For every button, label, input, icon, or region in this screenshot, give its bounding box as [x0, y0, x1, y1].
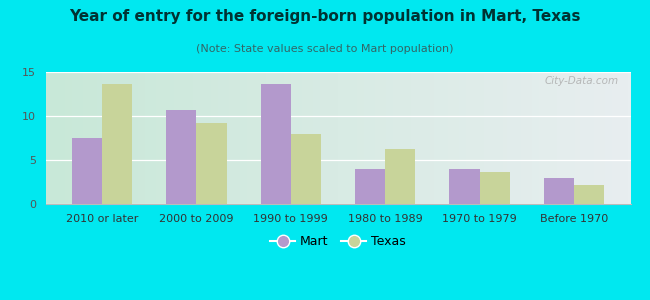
- Bar: [196, 123, 227, 204]
- Bar: [166, 110, 196, 204]
- Bar: [261, 84, 291, 204]
- Text: Year of entry for the foreign-born population in Mart, Texas: Year of entry for the foreign-born popul…: [70, 9, 580, 24]
- Bar: [543, 178, 574, 204]
- Bar: [355, 169, 385, 204]
- Bar: [449, 169, 480, 204]
- Text: City-Data.com: City-Data.com: [545, 76, 619, 86]
- Bar: [480, 172, 510, 204]
- Legend: Mart, Texas: Mart, Texas: [265, 230, 411, 253]
- Bar: [291, 134, 321, 204]
- Bar: [574, 184, 604, 204]
- Bar: [72, 138, 102, 204]
- Bar: [102, 84, 133, 204]
- Bar: [385, 149, 415, 204]
- Text: (Note: State values scaled to Mart population): (Note: State values scaled to Mart popul…: [196, 44, 454, 53]
